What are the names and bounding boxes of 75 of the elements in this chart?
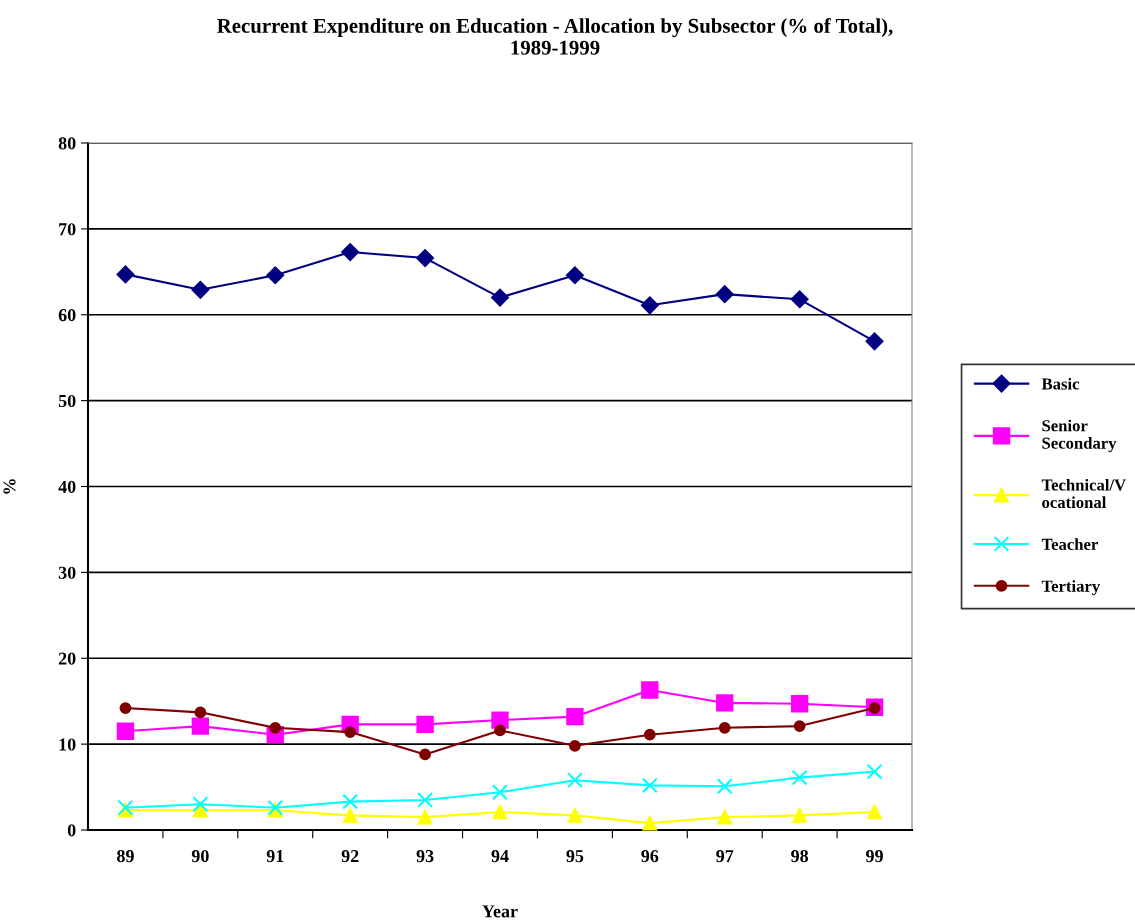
point [194, 706, 207, 719]
x-tick-label: 89 [117, 849, 134, 863]
x-tick-label: 97 [716, 850, 734, 863]
point [791, 769, 808, 786]
x-tick-label: 90 [191, 849, 209, 863]
point [491, 711, 509, 729]
point [642, 815, 658, 831]
x-axis-title: Year [482, 905, 518, 918]
x-tick-label: 94 [491, 850, 509, 863]
point [790, 290, 809, 309]
y-tick-label: 50 [58, 394, 76, 408]
point [566, 266, 584, 285]
point [494, 724, 506, 737]
point [716, 778, 733, 795]
point [417, 791, 434, 808]
point [718, 721, 731, 734]
point [416, 249, 434, 267]
point [192, 796, 209, 813]
point [715, 285, 734, 304]
point [269, 721, 282, 734]
legend-label: Tertiary [1041, 580, 1101, 596]
y-tick-label: 30 [58, 566, 76, 579]
y-tick-label: 20 [58, 652, 76, 665]
point [866, 763, 883, 780]
point [492, 804, 508, 820]
chart-title: Recurrent Expenditure on Education - Allocation by Subsector (% of Total), 1989-1999 [217, 18, 893, 55]
point [865, 332, 884, 351]
x-tick-label: 91 [266, 850, 284, 863]
point [191, 280, 210, 299]
point [116, 265, 135, 284]
point [344, 726, 357, 738]
legend-label: Technical/Vocational [1041, 478, 1126, 509]
x-tick-label: 98 [791, 849, 809, 863]
point [116, 722, 135, 740]
legend-label: Senior Secondary [1042, 419, 1117, 453]
point [341, 243, 360, 261]
point [492, 784, 508, 801]
point [566, 707, 584, 726]
y-tick-label: 40 [58, 480, 76, 493]
point [641, 777, 658, 794]
point [793, 720, 806, 732]
point [641, 681, 659, 699]
legend-label: Teacher [1041, 538, 1098, 550]
point [491, 288, 509, 307]
point [193, 802, 208, 818]
point [567, 808, 583, 823]
legend-label: Basic [1041, 377, 1080, 390]
point [867, 804, 882, 820]
y-tick-label: 60 [58, 309, 76, 322]
y-tick-label: 70 [59, 223, 76, 236]
point [419, 748, 431, 761]
point [716, 694, 734, 712]
point [342, 793, 359, 810]
y-tick-label: 80 [58, 137, 76, 150]
point [640, 296, 659, 315]
point [566, 772, 583, 789]
x-tick-label: 93 [416, 850, 434, 863]
y-axis-title: % [3, 479, 16, 494]
point [417, 809, 433, 825]
point [643, 728, 656, 741]
point [569, 739, 581, 752]
x-tick-label: 96 [641, 850, 659, 863]
x-tick-label: 95 [566, 850, 584, 863]
point [792, 808, 807, 823]
point [342, 808, 358, 823]
point [790, 695, 809, 713]
x-tick-label: 99 [866, 850, 883, 863]
point [191, 717, 210, 735]
point [119, 702, 132, 714]
point [266, 266, 285, 285]
y-tick-label: 0 [67, 824, 76, 837]
x-tick-label: 92 [341, 850, 359, 863]
point [416, 715, 434, 734]
y-tick-label: 10 [59, 738, 76, 751]
point [717, 809, 733, 825]
